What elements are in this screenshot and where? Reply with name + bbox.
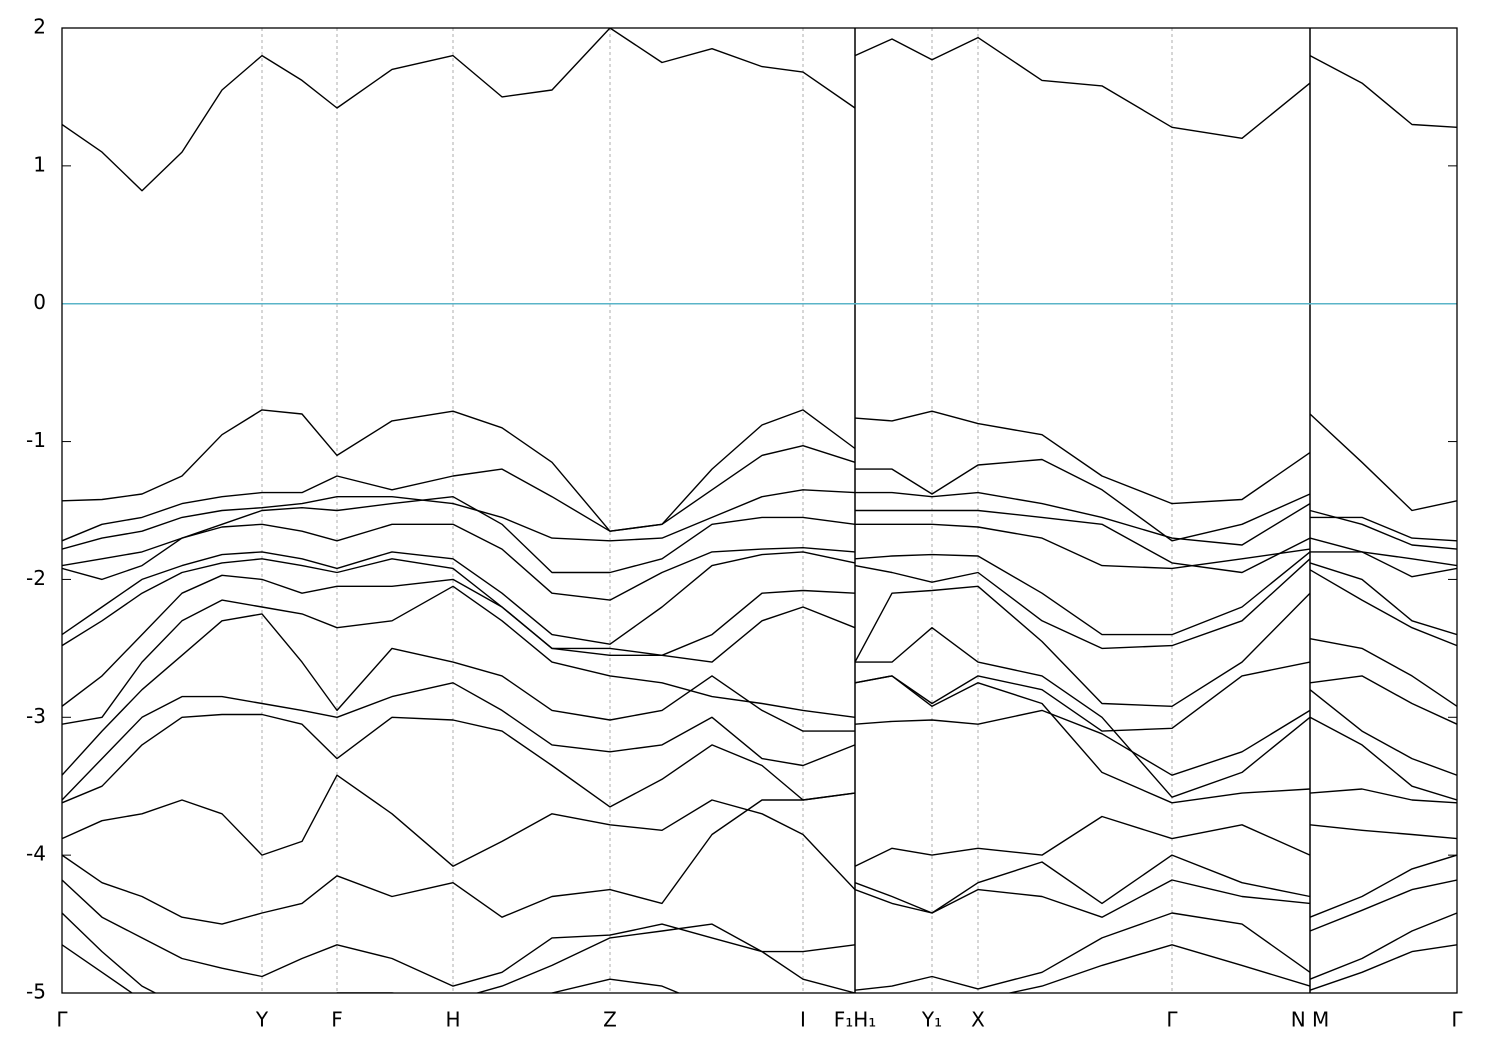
band-line [854, 854, 1311, 914]
band-line [854, 551, 1311, 636]
y-tick-label: 0 [33, 290, 46, 314]
x-tick-label: Γ [1451, 1008, 1463, 1032]
band-line [62, 774, 856, 891]
tick-labels: -5 -4 -3 -2 -1 0 1 2 Γ Y F H Z I F₁H₁ Y₁ X Γ N M Γ [26, 15, 1463, 1032]
x-tick-label: Y [255, 1008, 269, 1032]
band-line [62, 489, 856, 550]
band-line [1309, 562, 1457, 636]
band-line [1309, 675, 1457, 725]
y-tick-label: -4 [26, 842, 46, 866]
plot-frame [61, 27, 1458, 994]
band-line [855, 944, 1311, 993]
x-tick-label: Z [603, 1008, 617, 1032]
band-line [1309, 509, 1457, 550]
band-line [1309, 569, 1457, 647]
band-line [855, 458, 1311, 542]
band-line [62, 613, 855, 776]
band-line [854, 912, 1311, 991]
band-line [1309, 944, 1457, 991]
band-line [62, 28, 856, 192]
band-line [1309, 879, 1457, 932]
band-line [62, 523, 856, 601]
band-line [62, 713, 856, 808]
bands [62, 28, 1457, 993]
x-tick-label: X [971, 1008, 985, 1032]
x-tick-label: I [800, 1008, 806, 1032]
x-tick-label: H [445, 1008, 460, 1032]
x-tick-label: F [331, 1008, 343, 1032]
band-line [62, 682, 856, 801]
y-tick-label: -3 [26, 704, 46, 728]
band-line [1309, 537, 1457, 578]
band-line [62, 912, 856, 993]
band-line [1309, 638, 1457, 707]
band-line [855, 491, 1311, 546]
x-tick-label: F₁H₁ [834, 1008, 877, 1032]
x-tick-label: Γ [1166, 1008, 1178, 1032]
band-line [854, 815, 1311, 867]
band-line [854, 410, 1311, 505]
band-line [854, 709, 1311, 776]
y-tick-label: 1 [33, 152, 46, 176]
band-line [855, 627, 1311, 798]
band-line [62, 551, 856, 645]
y-tick-label: -1 [26, 428, 46, 452]
y-tick-label: -5 [26, 980, 46, 1004]
band-line [62, 445, 856, 542]
band-line [854, 661, 1311, 732]
band-line [854, 558, 1311, 650]
y-tick-label: 2 [33, 15, 46, 39]
band-line [1309, 716, 1457, 801]
band-line [62, 496, 856, 574]
band-line [855, 509, 1311, 574]
band-line [1309, 788, 1457, 804]
band-line [62, 558, 856, 656]
band-line [1310, 551, 1457, 567]
x-tick-label: Y₁ [921, 1008, 942, 1032]
band-line [854, 585, 1311, 707]
band-line [62, 585, 856, 725]
x-tick-label: Γ [56, 1008, 68, 1032]
band-line [854, 879, 1311, 918]
x-tick-label: N M [1291, 1008, 1330, 1032]
band-line [855, 523, 1311, 570]
band-line [1309, 824, 1457, 840]
band-line [854, 675, 1311, 804]
y-tick-label: -2 [26, 566, 46, 590]
band-line [62, 879, 856, 987]
band-line [62, 409, 856, 532]
band-line [62, 792, 856, 925]
band-line [1309, 689, 1457, 776]
band-line [1310, 516, 1457, 542]
band-line [1309, 912, 1457, 980]
band-line [854, 36, 1311, 139]
band-line [1309, 54, 1457, 128]
band-line [1309, 854, 1457, 918]
band-line [62, 574, 856, 707]
band-line [1309, 413, 1457, 512]
